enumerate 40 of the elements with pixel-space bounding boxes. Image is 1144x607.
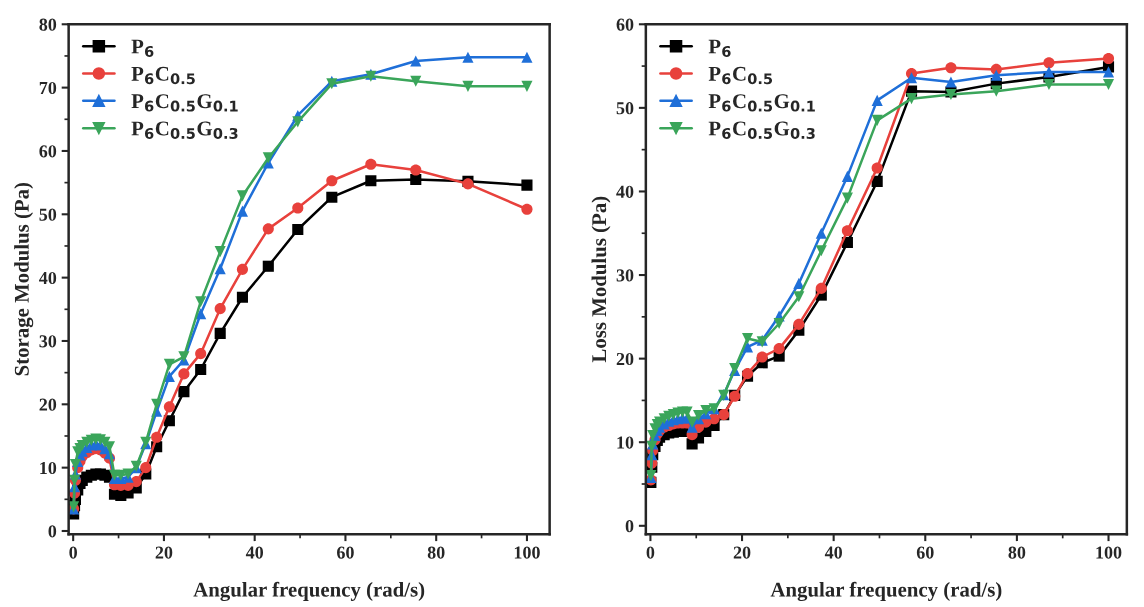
y-tick-label: 80 [39,18,57,31]
y-axis-title: Loss Modulus (Pa) [591,196,611,363]
y-tick-label: 20 [39,398,57,411]
legend-label: P$_{6}$C$_{0.5}$ [708,66,773,85]
x-tick-label: 60 [337,546,354,559]
x-tick-label: 20 [155,546,173,559]
x-tick-label: 60 [916,546,934,559]
x-tick-label: 20 [733,546,751,559]
y-tick-label: 20 [616,352,634,366]
x-tick-label: 80 [1008,546,1026,559]
x-tick-label: 40 [824,546,842,559]
legend-label: P$_{6}$C$_{0.5}$G$_{0.1}$ [131,94,238,112]
y-tick-label: 0 [625,520,634,533]
x-tick-label: 40 [245,546,264,559]
x-tick-label: 0 [646,546,655,559]
legend-label: P$_{6}$C$_{0.5}$ [131,66,195,85]
x-tick-label: 80 [427,546,445,559]
legend-label: P$_{6}$C$_{0.5}$G$_{0.3}$ [708,121,815,139]
y-tick-label: 50 [616,102,634,115]
x-axis-title: Angular frequency (rad/s) [193,581,425,602]
y-tick-label: 10 [617,436,634,449]
legend-label: P$_{6}$ [131,39,154,57]
x-tick-label: 0 [69,546,77,559]
y-tick-label: 50 [39,208,57,221]
y-tick-label: 40 [39,271,57,285]
y-tick-label: 10 [40,461,57,475]
y-tick-label: 60 [616,18,634,31]
y-tick-label: 70 [39,81,57,95]
x-tick-label: 100 [1096,546,1122,559]
y-tick-label: 0 [48,525,57,538]
legend-label: P$_{6}$C$_{0.5}$G$_{0.1}$ [708,94,815,112]
x-axis-title: Angular frequency (rad/s) [770,581,1002,602]
y-axis-title: Storage Modulus (Pa) [14,182,34,376]
legend-label: P$_{6}$C$_{0.5}$G$_{0.3}$ [131,121,238,139]
y-tick-label: 30 [39,335,57,348]
y-tick-label: 30 [616,269,634,282]
y-tick-label: 40 [616,185,634,198]
y-tick-label: 60 [39,145,57,158]
legend-label: P$_{6}$ [708,39,731,57]
x-tick-label: 100 [514,546,540,559]
